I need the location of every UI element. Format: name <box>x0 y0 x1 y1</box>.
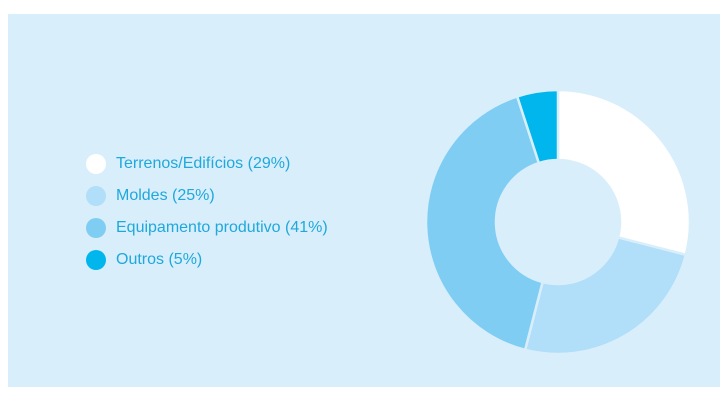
slice-outros <box>515 88 560 165</box>
legend-item-terrenos: Terrenos/Edifícios (29%) <box>86 154 328 174</box>
legend-item-outros: Outros (5%) <box>86 250 328 270</box>
legend-swatch-terrenos <box>86 154 106 174</box>
slice-equipamento <box>424 94 545 352</box>
slice-moldes <box>523 235 688 356</box>
legend-label-equipamento: Equipamento produtivo (41%) <box>116 219 328 236</box>
legend-item-equipamento: Equipamento produtivo (41%) <box>86 218 328 238</box>
legend: Terrenos/Edifícios (29%) Moldes (25%) Eq… <box>86 154 328 282</box>
legend-swatch-outros <box>86 250 106 270</box>
legend-item-moldes: Moldes (25%) <box>86 186 328 206</box>
legend-label-outros: Outros (5%) <box>116 251 203 268</box>
chart-panel: Terrenos/Edifícios (29%) Moldes (25%) Eq… <box>8 14 720 387</box>
legend-swatch-moldes <box>86 186 106 206</box>
legend-label-terrenos: Terrenos/Edifícios (29%) <box>116 155 291 172</box>
legend-label-moldes: Moldes (25%) <box>116 187 215 204</box>
slice-terrenos <box>556 88 692 257</box>
donut-chart <box>424 88 692 356</box>
legend-swatch-equipamento <box>86 218 106 238</box>
